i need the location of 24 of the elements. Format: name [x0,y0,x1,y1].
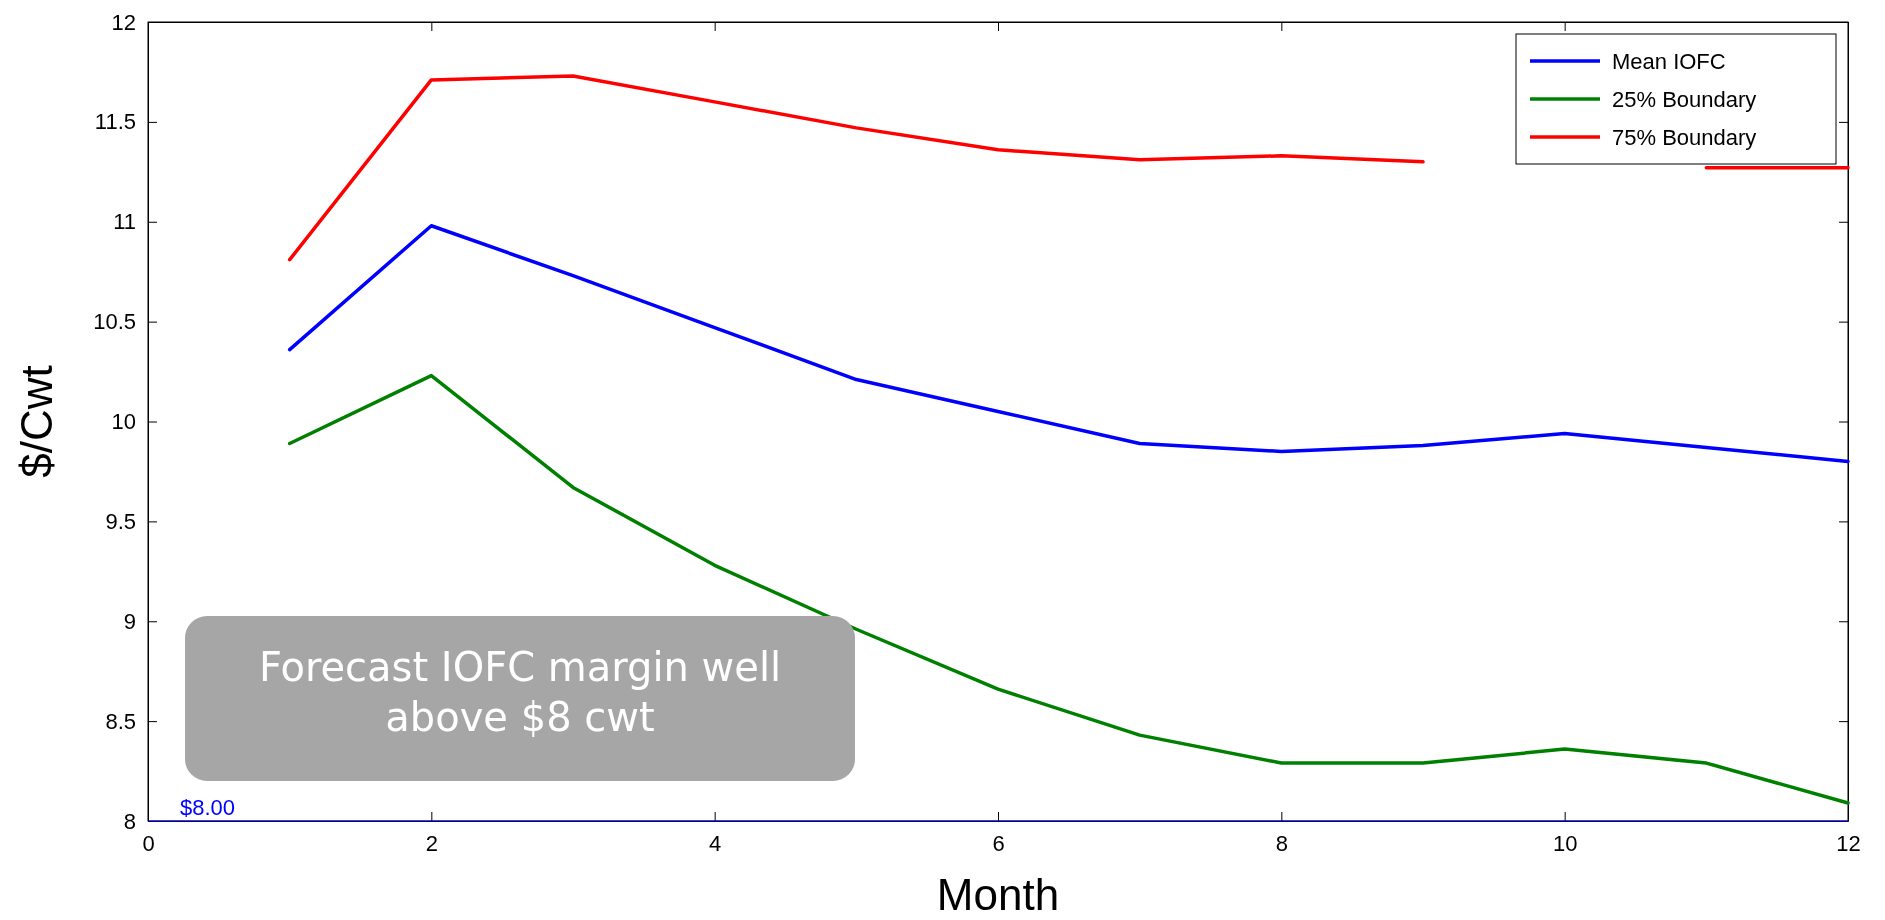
ref-line-label: $8.00 [180,795,236,820]
y-tick-label: 11.5 [94,109,136,135]
y-tick-label: 10 [111,409,136,435]
y-tick-label: 12 [111,9,136,35]
legend-label: 75% Boundary [1612,125,1757,150]
x-tick-label: 6 [992,830,1005,856]
y-tick-label: 9.5 [105,508,136,534]
annotation: Forecast IOFC margin well above $8 cwt [258,643,782,740]
legend-label: 25% Boundary [1612,87,1757,112]
x-tick-label: 4 [709,830,722,856]
x-tick-label: 8 [1275,830,1288,856]
y-tick-label: 8 [123,808,136,834]
x-tick-label: 0 [142,830,155,856]
x-tick-label: 2 [425,830,438,856]
y-tick-label: 9 [123,608,136,634]
x-axis-title: Month [936,870,1060,919]
note-box: Forecast IOFC margin well above $8 cwt [185,616,855,781]
x-tick-label: 12 [1836,830,1861,856]
legend-label: Mean IOFC [1612,49,1726,74]
x-tick-label: 10 [1552,830,1578,856]
y-tick-label: 11 [113,209,136,235]
y-tick-label: 8.5 [105,708,136,734]
y-tick-label: 10.5 [93,309,136,335]
y-axis-title: $/Cwt [12,365,61,478]
